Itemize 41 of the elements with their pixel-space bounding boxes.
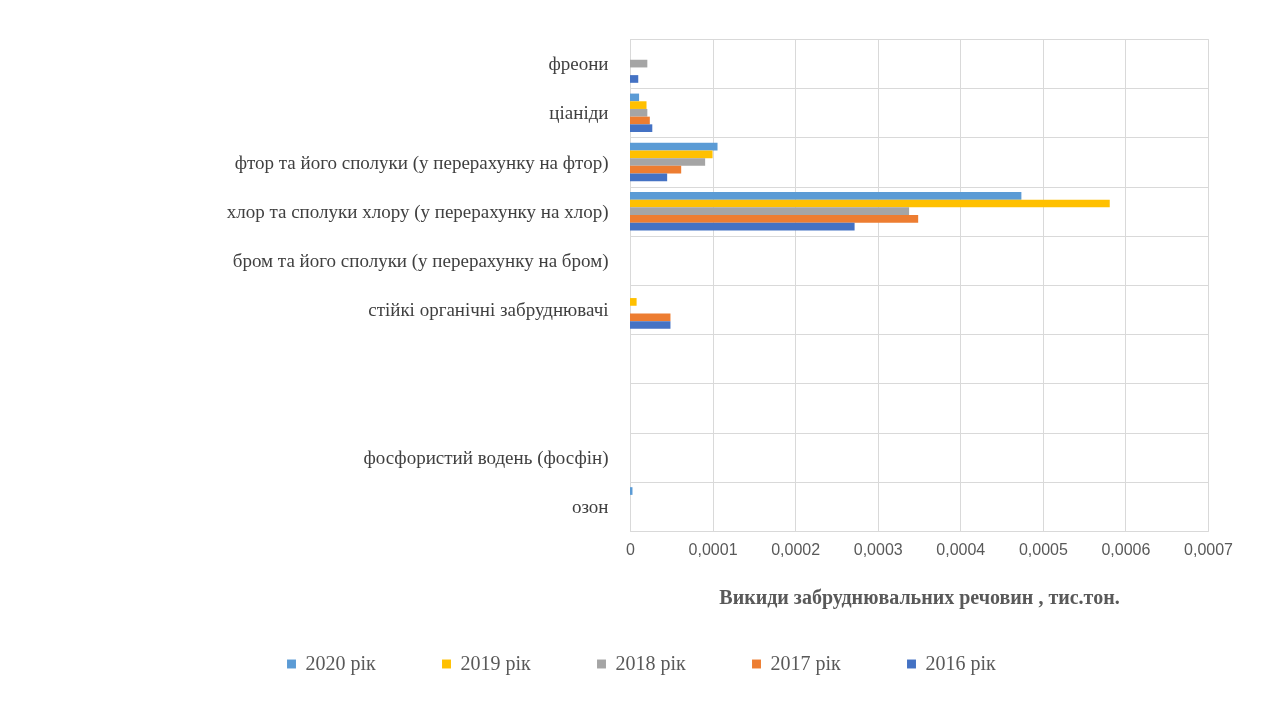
bar [630, 124, 653, 133]
bar [630, 199, 1110, 208]
bar [630, 207, 910, 216]
x-tick-label: 0,0005 [1018, 540, 1068, 558]
bar [630, 215, 919, 223]
y-tick-label: ціаніди [549, 102, 609, 124]
y-tick-label: озон [571, 495, 609, 517]
bar [630, 150, 713, 159]
x-tick-label: 0 [626, 540, 636, 558]
y-tick-label: стійкі органічні забруднювачі [368, 299, 609, 321]
bar [630, 116, 650, 125]
bar [630, 165, 682, 174]
x-tick-label: 0,0007 [1184, 540, 1234, 558]
bar [630, 222, 855, 231]
bar [630, 173, 668, 182]
bar [630, 108, 648, 117]
x-axis-title: Викиди забруднювальних речовин , тис.тон. [719, 585, 1120, 609]
bar [630, 142, 718, 151]
legend-label: 2020 рік [305, 652, 377, 675]
y-tick-label: бром та його сполуки (у перерахунку на бром) [232, 249, 609, 272]
bar [630, 93, 640, 102]
legend-label: 2016 рік [925, 652, 997, 675]
legend-label: 2019 рік [460, 652, 532, 675]
bar [630, 75, 639, 83]
bar [630, 101, 647, 109]
x-tick-label: 0,0004 [936, 540, 986, 558]
bar [630, 158, 706, 166]
bar [630, 191, 1022, 200]
bar [630, 298, 637, 306]
x-tick-label: 0,0001 [688, 540, 738, 558]
x-tick-label: 0,0006 [1101, 540, 1151, 558]
x-tick-label: 0,0002 [771, 540, 821, 558]
legend-label: 2017 рік [770, 652, 842, 675]
y-tick-label: фтор та його сполуки (у перерахунку на фтор) [234, 151, 609, 174]
legend-label: 2018 рік [615, 652, 687, 675]
y-tick-label: хлор та сполуки хлору (у перерахунку на хлор) [226, 200, 609, 223]
y-tick-label: фосфористий водень (фосфін) [363, 446, 609, 469]
x-tick-label: 0,0003 [853, 540, 903, 558]
y-tick-label: фреони [548, 53, 609, 75]
bar [630, 321, 671, 329]
bar [630, 313, 671, 322]
